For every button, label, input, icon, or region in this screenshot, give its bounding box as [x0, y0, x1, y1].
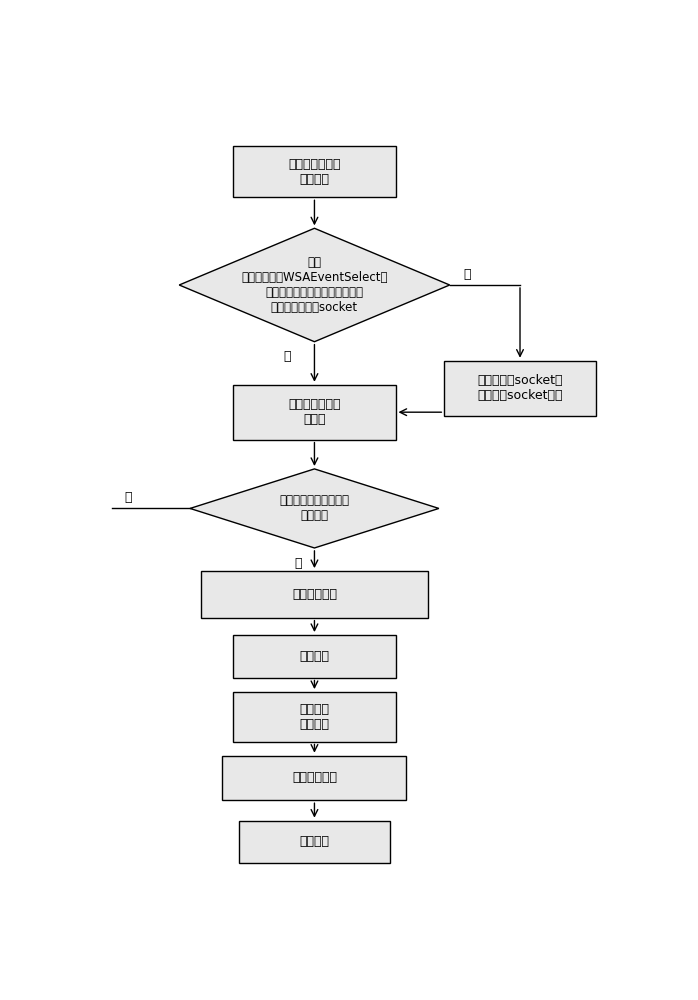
- FancyBboxPatch shape: [201, 571, 428, 618]
- Text: 是: 是: [295, 557, 302, 570]
- Text: 获得车辆信息校
验结果: 获得车辆信息校 验结果: [288, 398, 341, 426]
- Text: 是: 是: [463, 268, 470, 281]
- Text: 否: 否: [283, 350, 291, 363]
- FancyBboxPatch shape: [223, 756, 406, 800]
- Text: 拍摄照片: 拍摄照片: [299, 835, 329, 848]
- FancyBboxPatch shape: [445, 361, 596, 416]
- Polygon shape: [179, 228, 450, 342]
- FancyBboxPatch shape: [233, 385, 396, 440]
- Text: 新建套接字socket置
于已存在socket尾部: 新建套接字socket置 于已存在socket尾部: [477, 374, 563, 402]
- Text: 展示海量
车载终端: 展示海量 车载终端: [299, 703, 329, 731]
- Text: 网络接收模块接
车辆信息: 网络接收模块接 车辆信息: [288, 158, 341, 186]
- Text: 设置电子围栏: 设置电子围栏: [292, 771, 337, 784]
- Text: 否: 否: [124, 491, 131, 504]
- Text: 存储车辆信息: 存储车辆信息: [292, 588, 337, 601]
- Text: 查询轨迹: 查询轨迹: [299, 650, 329, 663]
- FancyBboxPatch shape: [233, 146, 396, 197]
- Polygon shape: [190, 469, 439, 548]
- Text: 判断
异步事件选择WSAEventSelect模
型中是否存在与所接收的车辆信
息对应的套接字socket: 判断 异步事件选择WSAEventSelect模 型中是否存在与所接收的车辆信 …: [242, 256, 387, 314]
- FancyBboxPatch shape: [233, 635, 396, 678]
- Text: 判断校验结果与校验码
是否相同: 判断校验结果与校验码 是否相同: [279, 494, 350, 522]
- FancyBboxPatch shape: [233, 692, 396, 742]
- FancyBboxPatch shape: [239, 821, 390, 863]
